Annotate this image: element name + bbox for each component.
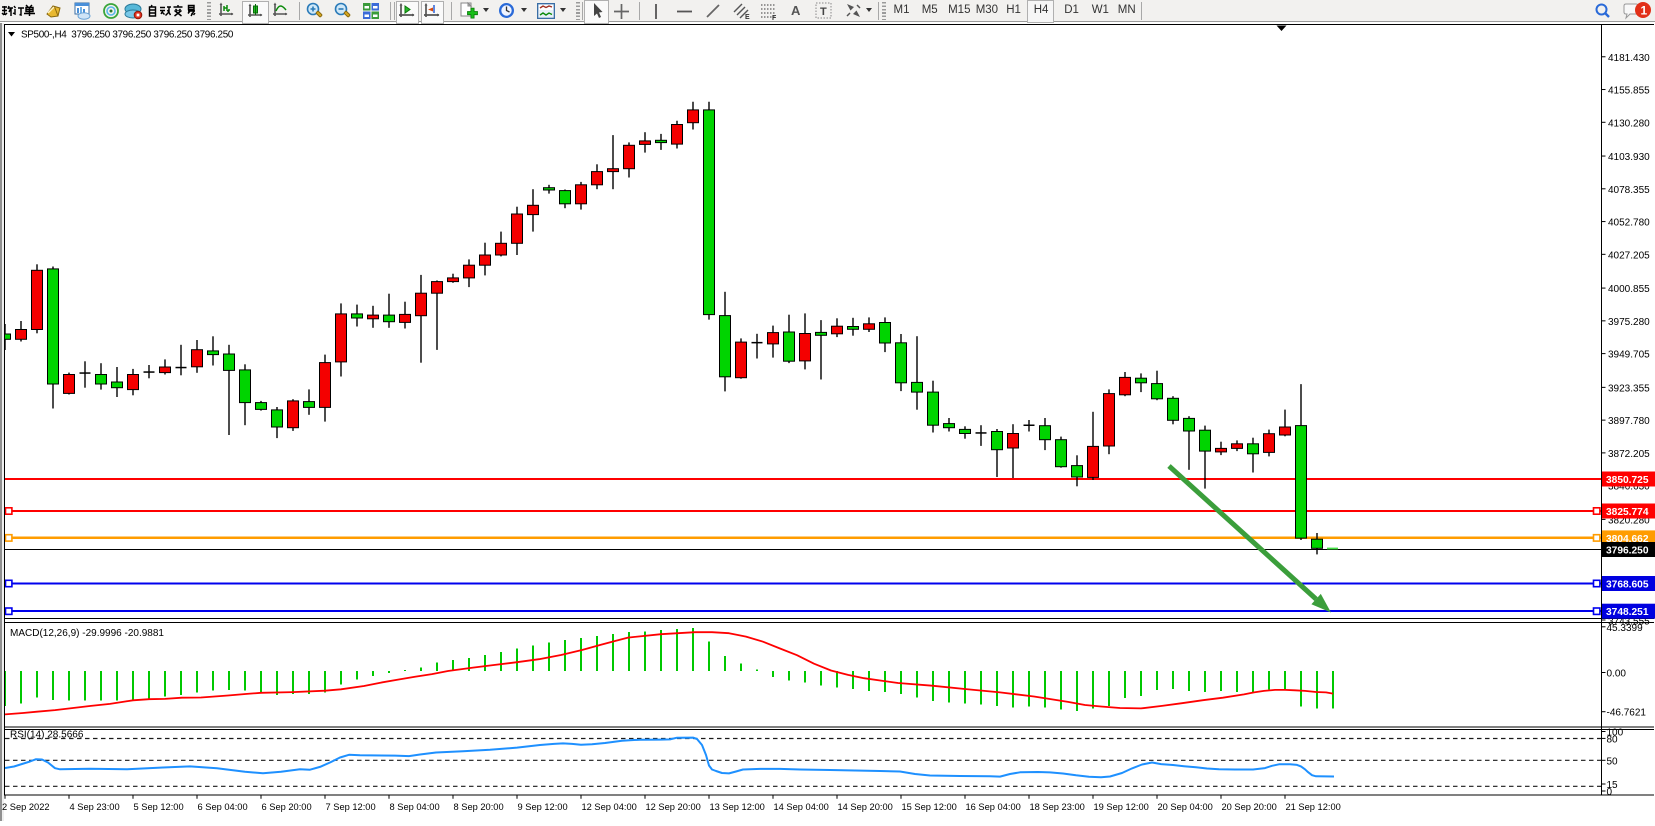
svg-text:3897.780: 3897.780	[1608, 416, 1650, 427]
svg-text:14 Sep 20:00: 14 Sep 20:00	[838, 802, 893, 812]
svg-text:45.3399: 45.3399	[1607, 623, 1644, 634]
svg-text:3949.705: 3949.705	[1608, 350, 1650, 361]
svg-text:3820.280: 3820.280	[1608, 515, 1650, 526]
svg-text:12 Sep 20:00: 12 Sep 20:00	[646, 802, 701, 812]
svg-text:4181.430: 4181.430	[1608, 53, 1650, 64]
svg-text:12 Sep 04:00: 12 Sep 04:00	[582, 802, 637, 812]
svg-text:15: 15	[1607, 780, 1619, 791]
svg-text:3850.725: 3850.725	[1606, 475, 1649, 486]
svg-text:3872.205: 3872.205	[1608, 449, 1650, 460]
svg-text:4027.205: 4027.205	[1608, 250, 1650, 261]
svg-text:80: 80	[1607, 734, 1619, 745]
svg-text:SP500-,H4 3796.250 3796.250 3: SP500-,H4 3796.250 3796.250 3796.250 379…	[21, 30, 234, 41]
svg-text:4130.280: 4130.280	[1608, 118, 1650, 129]
svg-text:18 Sep 23:00: 18 Sep 23:00	[1030, 802, 1085, 812]
svg-text:9 Sep 12:00: 9 Sep 12:00	[518, 802, 568, 812]
svg-text:0: 0	[1607, 787, 1613, 798]
svg-text:8 Sep 20:00: 8 Sep 20:00	[454, 802, 504, 812]
svg-text:20 Sep 20:00: 20 Sep 20:00	[1222, 802, 1277, 812]
svg-text:5 Sep 12:00: 5 Sep 12:00	[134, 802, 184, 812]
svg-text:50: 50	[1607, 756, 1619, 767]
svg-text:100: 100	[1607, 728, 1624, 739]
svg-text:6 Sep 20:00: 6 Sep 20:00	[262, 802, 312, 812]
svg-text:2 Sep 2022: 2 Sep 2022	[2, 802, 50, 812]
svg-text:3975.280: 3975.280	[1608, 317, 1650, 328]
svg-text:3825.774: 3825.774	[1606, 507, 1649, 518]
svg-text:T: T	[820, 6, 827, 18]
svg-text:19 Sep 12:00: 19 Sep 12:00	[1094, 802, 1149, 812]
svg-text:-46.7621: -46.7621	[1607, 708, 1647, 719]
svg-text:3804.662: 3804.662	[1606, 534, 1649, 545]
svg-text:14 Sep 04:00: 14 Sep 04:00	[774, 802, 829, 812]
svg-text:8 Sep 04:00: 8 Sep 04:00	[390, 802, 440, 812]
svg-text:13 Sep 12:00: 13 Sep 12:00	[710, 802, 765, 812]
svg-text:1: 1	[1641, 4, 1648, 18]
svg-text:4 Sep 23:00: 4 Sep 23:00	[70, 802, 120, 812]
svg-text:MACD(12,26,9) -29.9996 -20.988: MACD(12,26,9) -29.9996 -20.9881	[10, 628, 164, 639]
svg-text:20 Sep 04:00: 20 Sep 04:00	[1158, 802, 1213, 812]
svg-text:4078.355: 4078.355	[1608, 185, 1650, 196]
svg-text:6 Sep 04:00: 6 Sep 04:00	[198, 802, 248, 812]
svg-text:4103.930: 4103.930	[1608, 152, 1650, 163]
svg-text:3768.605: 3768.605	[1606, 580, 1649, 591]
svg-text:RSI(14) 28.5666: RSI(14) 28.5666	[10, 730, 84, 741]
svg-text:3923.355: 3923.355	[1608, 383, 1650, 394]
svg-text:21 Sep 12:00: 21 Sep 12:00	[1286, 802, 1341, 812]
svg-text:4000.855: 4000.855	[1608, 284, 1650, 295]
svg-text:3748.251: 3748.251	[1606, 607, 1649, 618]
svg-text:4052.780: 4052.780	[1608, 218, 1650, 229]
svg-text:E: E	[745, 14, 750, 20]
svg-text:15 Sep 12:00: 15 Sep 12:00	[902, 802, 957, 812]
svg-text:0.00: 0.00	[1607, 669, 1627, 680]
svg-text:3743.555: 3743.555	[1608, 617, 1650, 628]
svg-text:3846.630: 3846.630	[1608, 482, 1650, 493]
svg-text:16 Sep 04:00: 16 Sep 04:00	[966, 802, 1021, 812]
svg-text:3796.250: 3796.250	[1606, 546, 1649, 557]
svg-text:F: F	[772, 15, 777, 20]
svg-text:7 Sep 12:00: 7 Sep 12:00	[326, 802, 376, 812]
svg-text:4155.855: 4155.855	[1608, 86, 1650, 97]
